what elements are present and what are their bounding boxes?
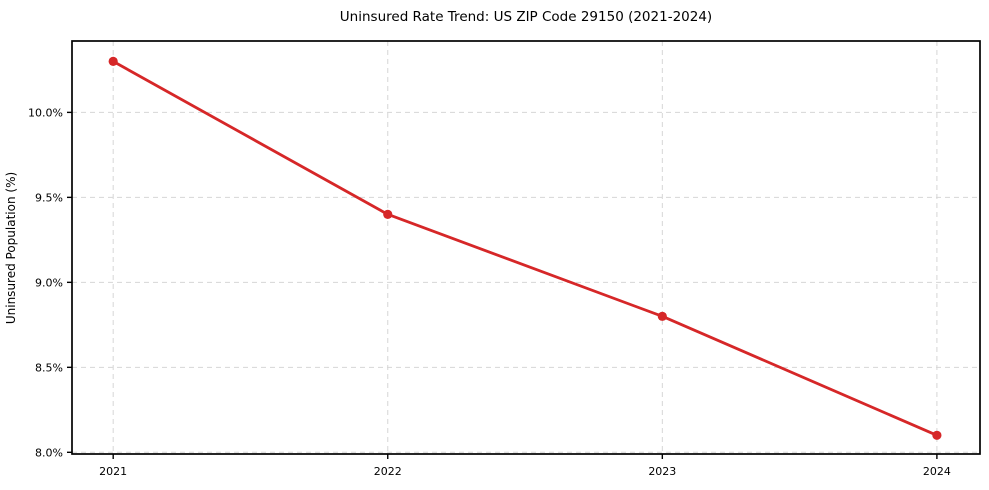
x-axis-tick-labels: 2021 2022 2023 2024	[99, 465, 951, 478]
y-tick-label: 9.5%	[35, 191, 63, 204]
axis-ticks	[67, 111, 938, 459]
data-point-marker	[657, 311, 667, 321]
y-tick-label: 8.0%	[35, 446, 63, 459]
x-tick-label: 2022	[374, 465, 402, 478]
data-point-marker	[383, 209, 393, 219]
gridlines	[72, 41, 980, 454]
axes-spines	[71, 40, 981, 455]
trend-line-series	[108, 56, 942, 440]
x-tick-label: 2023	[648, 465, 676, 478]
y-axis-tick-labels: 8.0% 8.5% 9.0% 9.5% 10.0%	[28, 106, 63, 459]
y-tick-label: 8.5%	[35, 361, 63, 374]
y-tick-label: 10.0%	[28, 106, 63, 119]
chart-title: Uninsured Rate Trend: US ZIP Code 29150 …	[340, 9, 712, 25]
y-tick-label: 9.0%	[35, 276, 63, 289]
y-axis-label: Uninsured Population (%)	[4, 172, 18, 324]
data-point-marker	[932, 430, 942, 440]
trend-line	[111, 59, 939, 437]
data-point-marker	[108, 56, 118, 66]
x-tick-label: 2024	[923, 465, 951, 478]
x-tick-label: 2021	[99, 465, 127, 478]
plot-border	[71, 40, 981, 455]
